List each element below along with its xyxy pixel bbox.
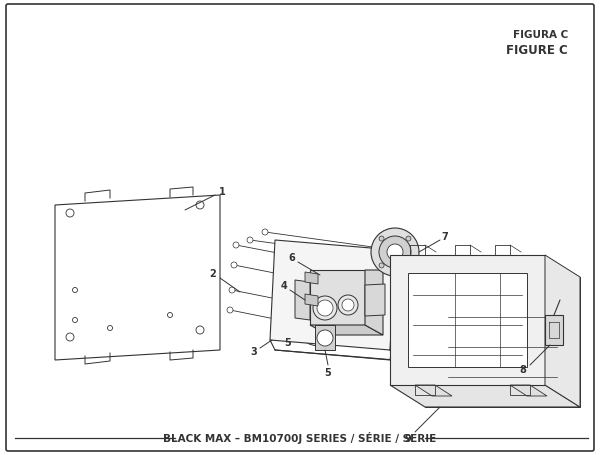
Circle shape — [229, 287, 235, 293]
Circle shape — [247, 237, 253, 243]
Ellipse shape — [352, 280, 385, 304]
Text: 8: 8 — [520, 365, 526, 375]
Ellipse shape — [329, 300, 361, 324]
Ellipse shape — [346, 276, 390, 308]
Circle shape — [317, 300, 333, 316]
Circle shape — [387, 244, 403, 260]
Text: FIGURA C: FIGURA C — [513, 30, 568, 40]
Circle shape — [406, 236, 411, 241]
Circle shape — [73, 288, 77, 293]
Ellipse shape — [120, 279, 160, 311]
Ellipse shape — [124, 249, 156, 275]
Circle shape — [379, 263, 384, 268]
FancyBboxPatch shape — [6, 4, 594, 451]
Polygon shape — [305, 272, 318, 284]
Circle shape — [406, 263, 411, 268]
Circle shape — [196, 326, 204, 334]
Circle shape — [73, 318, 77, 323]
Text: FIGURE C: FIGURE C — [506, 44, 568, 56]
Circle shape — [196, 201, 204, 209]
Text: 9: 9 — [404, 434, 412, 444]
Circle shape — [66, 209, 74, 217]
Ellipse shape — [67, 290, 103, 320]
Ellipse shape — [298, 314, 342, 346]
Polygon shape — [408, 273, 527, 367]
Text: 7: 7 — [442, 232, 448, 242]
Circle shape — [379, 236, 411, 268]
Polygon shape — [295, 280, 310, 320]
Polygon shape — [425, 277, 580, 407]
Circle shape — [227, 307, 233, 313]
Ellipse shape — [323, 296, 367, 328]
Circle shape — [66, 333, 74, 341]
Circle shape — [371, 228, 419, 276]
Text: 3: 3 — [251, 347, 257, 357]
Text: BLACK MAX – BM10700J SERIES / SÉRIE / SERIE: BLACK MAX – BM10700J SERIES / SÉRIE / SE… — [163, 432, 437, 444]
Text: 4: 4 — [281, 281, 287, 291]
Circle shape — [342, 299, 354, 311]
Polygon shape — [310, 270, 365, 325]
Circle shape — [313, 296, 337, 320]
Text: 2: 2 — [209, 269, 217, 279]
Ellipse shape — [126, 224, 154, 246]
Ellipse shape — [74, 216, 96, 234]
Circle shape — [262, 229, 268, 235]
Circle shape — [317, 330, 333, 346]
Ellipse shape — [163, 262, 207, 298]
Polygon shape — [510, 385, 547, 396]
Ellipse shape — [304, 318, 337, 342]
Polygon shape — [390, 255, 545, 385]
Polygon shape — [270, 240, 395, 350]
Ellipse shape — [71, 264, 99, 286]
Circle shape — [379, 236, 384, 241]
Text: 5: 5 — [284, 338, 292, 348]
Polygon shape — [55, 195, 220, 360]
Polygon shape — [415, 385, 452, 396]
Circle shape — [167, 313, 173, 318]
Polygon shape — [390, 385, 580, 407]
Circle shape — [231, 262, 237, 268]
Polygon shape — [545, 255, 580, 407]
Text: 6: 6 — [289, 253, 295, 263]
Polygon shape — [315, 325, 335, 350]
Text: 5: 5 — [325, 368, 331, 378]
Ellipse shape — [73, 240, 97, 260]
Circle shape — [107, 325, 113, 330]
Circle shape — [338, 295, 358, 315]
Circle shape — [233, 242, 239, 248]
Polygon shape — [310, 325, 383, 335]
Polygon shape — [365, 270, 383, 335]
Polygon shape — [365, 284, 385, 316]
Polygon shape — [545, 315, 563, 345]
Polygon shape — [305, 294, 318, 306]
Text: 1: 1 — [218, 187, 226, 197]
